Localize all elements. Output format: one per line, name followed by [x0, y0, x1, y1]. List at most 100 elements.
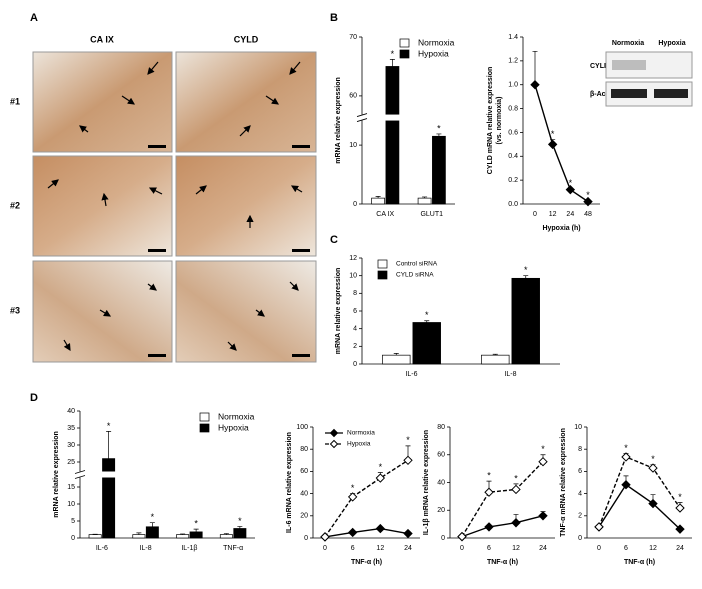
legend-label: Control siRNA [396, 261, 438, 268]
legend-label: Normoxia [347, 430, 375, 437]
significance: * [379, 462, 383, 472]
x-tick-label: IL-6 [96, 545, 108, 552]
y-axis-label: mRNA relative expression [335, 268, 342, 355]
y-tick-label: 2 [353, 343, 357, 350]
y-tick-label: 0 [441, 535, 445, 542]
line [598, 456, 681, 528]
bar [371, 197, 385, 205]
y-axis-label: (vs. normoxia) [496, 97, 503, 145]
marker [594, 522, 604, 532]
y-tick-label: 10 [67, 501, 75, 508]
significance: * [524, 265, 528, 275]
panel-a: A CA IX CYLD #1 #2 #3 [10, 12, 317, 363]
bar [432, 135, 446, 205]
error-bar [106, 431, 112, 459]
legend-label: Hypoxia [347, 441, 371, 448]
bar [511, 277, 540, 365]
y-tick-label: 6 [578, 468, 582, 475]
chart: 0.0 0.2 0.4 0.6 0.8 1.0 1.2 1.4 CYLD mRNA relati… [487, 34, 600, 232]
marker [403, 528, 413, 539]
y-tick-label: 4 [353, 326, 357, 333]
significance: * [541, 444, 545, 454]
axis-break [75, 471, 255, 478]
blot-row: CYLD [590, 63, 609, 70]
bar [385, 66, 400, 205]
y-tick-label: 20 [300, 513, 308, 520]
y-tick-label: 0 [578, 535, 582, 542]
y-tick-label: 0.8 [508, 105, 518, 112]
y-axis-label: TNF-α mRNA relative expression [560, 428, 567, 537]
x-tick-label: IL-1β [181, 545, 197, 552]
y-tick-label: 0 [353, 361, 357, 368]
marker [648, 463, 658, 473]
y-tick-label: 8 [353, 290, 357, 297]
bar [382, 354, 411, 365]
x-tick-label: 0 [323, 545, 327, 552]
marker [583, 196, 593, 207]
significance: * [586, 190, 590, 200]
marker [457, 531, 467, 542]
blot-column: Normoxia [612, 40, 644, 47]
marker [511, 484, 521, 495]
row-header: #1 [10, 96, 20, 106]
micrograph [32, 51, 173, 153]
x-tick-label: 12 [512, 545, 520, 552]
marker [675, 503, 685, 513]
x-tick-label: IL-6 [405, 371, 417, 378]
x-tick-label: 12 [376, 545, 384, 552]
y-axis-label: IL-6 mRNA relative expression [286, 432, 293, 533]
panel-label: B [330, 12, 338, 24]
y-tick-label: 70 [349, 34, 357, 41]
significance: * [651, 454, 655, 464]
line [324, 527, 409, 538]
y-tick-label: 5 [71, 518, 75, 525]
marker [320, 532, 330, 542]
x-tick-label: 24 [404, 545, 412, 552]
y-tick-label: 0.4 [508, 153, 518, 160]
x-tick-label: 6 [487, 545, 491, 552]
y-tick-label: 15 [67, 484, 75, 491]
bar [233, 528, 247, 539]
x-tick-label: 0 [460, 545, 464, 552]
significance: * [624, 443, 628, 453]
y-tick-label: 4 [578, 490, 582, 497]
marker [547, 139, 558, 150]
significance: * [391, 49, 395, 59]
x-axis-label: Hypoxia (h) [542, 225, 580, 232]
arrows [47, 61, 303, 352]
y-tick-label: 40 [67, 408, 75, 415]
x-tick-label: 24 [676, 545, 684, 552]
bar [176, 534, 190, 539]
significance: * [425, 310, 429, 320]
column-header: CYLD [234, 34, 259, 44]
axis-break [357, 114, 455, 121]
blot-band [611, 89, 647, 98]
marker [621, 452, 631, 462]
x-axis-label: TNF-α (h) [351, 559, 382, 566]
error-bar [180, 533, 186, 535]
error-bar [237, 526, 243, 529]
marker [648, 498, 658, 509]
y-tick-label: 0.2 [508, 177, 518, 184]
bar [412, 322, 441, 365]
y-tick-label: 35 [67, 425, 75, 432]
error-bar [492, 353, 498, 356]
marker [347, 527, 358, 538]
bar [481, 354, 510, 365]
bar [132, 534, 146, 539]
bar [219, 534, 233, 539]
significance: * [437, 123, 441, 133]
y-tick-label: 40 [437, 479, 445, 486]
significance: * [514, 473, 518, 483]
blot-row: β-Actin [590, 91, 614, 98]
x-tick-label: 12 [549, 211, 557, 218]
legend-label: Hypoxia [218, 422, 249, 432]
panel-label: D [30, 392, 38, 404]
x-tick-label: 0 [533, 211, 537, 218]
error-bar [532, 50, 538, 85]
marker [565, 184, 576, 195]
marker [538, 511, 548, 521]
error-bar [436, 133, 442, 137]
